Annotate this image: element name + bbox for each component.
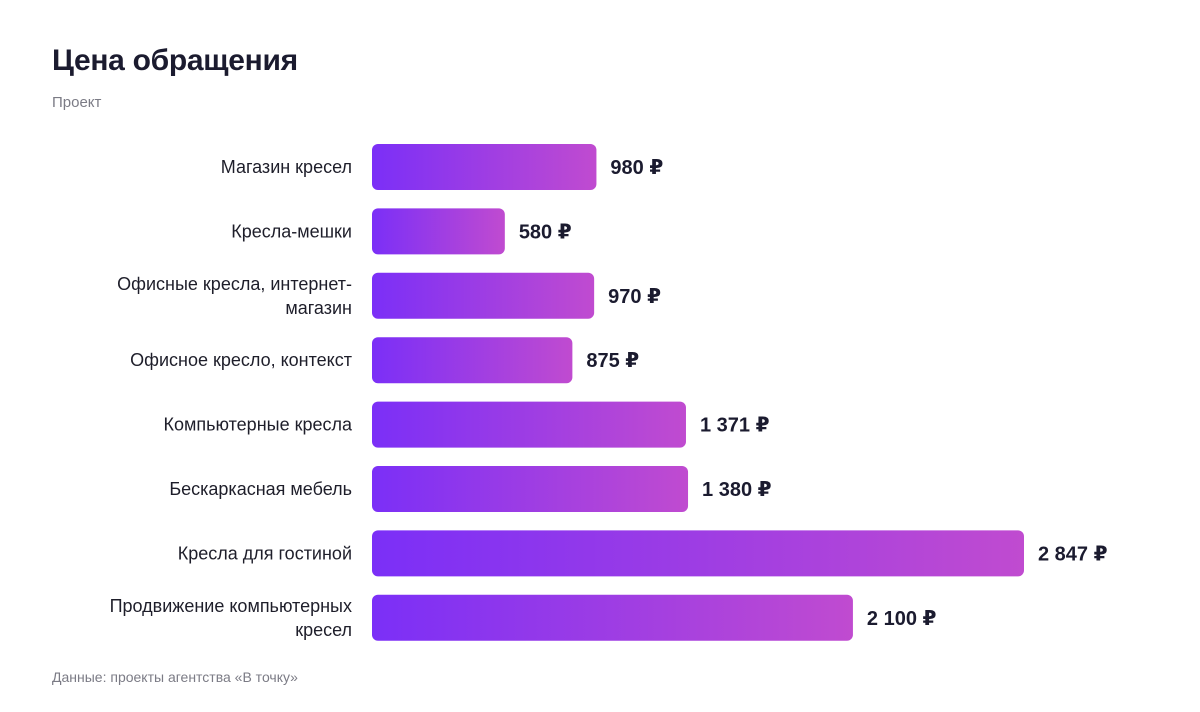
bar-row: Офисное кресло, контекст 875 ₽ bbox=[130, 337, 639, 384]
category-label: Офисные кресла, интернет-магазин bbox=[117, 274, 352, 318]
bar bbox=[372, 530, 1024, 577]
bar bbox=[372, 144, 597, 190]
bars-group: Магазин кресел 980 ₽ Кресла-мешки 580 ₽ Офис… bbox=[110, 144, 1108, 641]
bar bbox=[372, 401, 686, 448]
bar bbox=[372, 337, 573, 384]
chart-subtitle: Проект bbox=[52, 94, 102, 111]
value-label: 580 ₽ bbox=[519, 221, 572, 243]
bar bbox=[372, 272, 595, 319]
category-label: Кресла-мешки bbox=[231, 221, 352, 241]
bar-row: Магазин кресел 980 ₽ bbox=[221, 144, 663, 190]
value-label: 875 ₽ bbox=[586, 350, 639, 372]
value-label: 2 100 ₽ bbox=[867, 608, 937, 630]
value-label: 2 847 ₽ bbox=[1038, 543, 1108, 565]
category-label: Магазин кресел bbox=[221, 157, 352, 177]
chart-title: Цена обращения bbox=[52, 44, 298, 77]
bar-row: Кресла для гостиной 2 847 ₽ bbox=[178, 530, 1108, 577]
category-label: Бескаркасная мебель bbox=[169, 479, 352, 499]
bar-row: Офисные кресла, интернет-магазин 970 ₽ bbox=[117, 272, 661, 319]
value-label: 980 ₽ bbox=[610, 157, 663, 179]
category-label: Офисное кресло, контекст bbox=[130, 350, 352, 370]
bar bbox=[372, 594, 853, 641]
bar bbox=[372, 466, 689, 512]
bar-row: Бескаркасная мебель 1 380 ₽ bbox=[169, 466, 772, 512]
value-label: 1 371 ₽ bbox=[700, 415, 770, 437]
bar-row: Продвижение компьютерных кресел 2 100 ₽ bbox=[110, 594, 937, 641]
source-note: Данные: проекты агентства «В точку» bbox=[52, 669, 298, 685]
category-label: Кресла для гостиной bbox=[178, 543, 352, 563]
bar-row: Компьютерные кресла 1 371 ₽ bbox=[164, 401, 770, 448]
bar bbox=[372, 208, 505, 255]
bar-row: Кресла-мешки 580 ₽ bbox=[231, 208, 572, 255]
category-label: Продвижение компьютерных кресел bbox=[110, 596, 352, 640]
value-label: 1 380 ₽ bbox=[702, 479, 772, 501]
value-label: 970 ₽ bbox=[608, 286, 661, 308]
category-label: Компьютерные кресла bbox=[164, 415, 353, 435]
